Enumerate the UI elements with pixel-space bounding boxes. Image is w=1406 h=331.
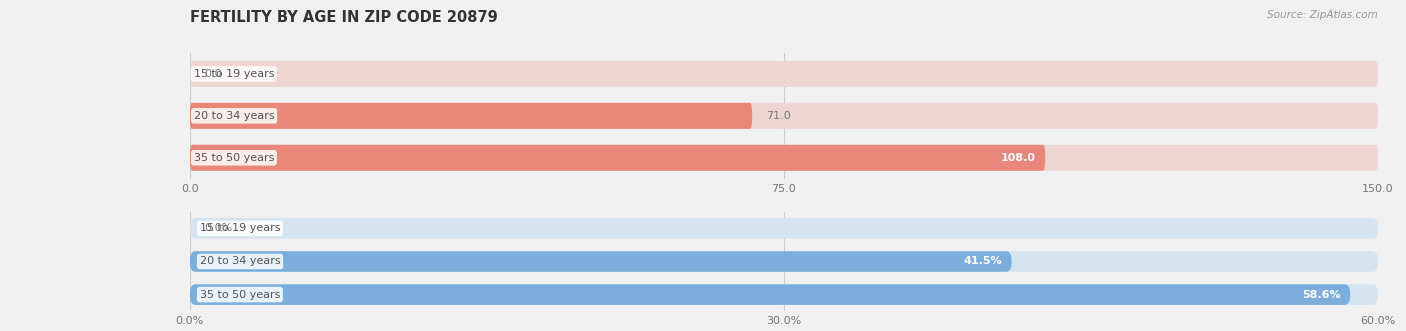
Text: 108.0: 108.0: [1001, 153, 1036, 163]
Text: 71.0: 71.0: [766, 111, 792, 121]
Text: Source: ZipAtlas.com: Source: ZipAtlas.com: [1267, 10, 1378, 20]
FancyBboxPatch shape: [190, 284, 1350, 305]
FancyBboxPatch shape: [190, 103, 752, 129]
Text: 20 to 34 years: 20 to 34 years: [200, 257, 280, 266]
Text: 20 to 34 years: 20 to 34 years: [194, 111, 274, 121]
Text: 15 to 19 years: 15 to 19 years: [200, 223, 280, 233]
Text: 35 to 50 years: 35 to 50 years: [200, 290, 280, 300]
FancyBboxPatch shape: [190, 218, 1378, 239]
Text: 35 to 50 years: 35 to 50 years: [194, 153, 274, 163]
FancyBboxPatch shape: [190, 103, 1378, 129]
FancyBboxPatch shape: [190, 251, 1011, 272]
Text: 58.6%: 58.6%: [1302, 290, 1341, 300]
Text: FERTILITY BY AGE IN ZIP CODE 20879: FERTILITY BY AGE IN ZIP CODE 20879: [190, 10, 498, 25]
FancyBboxPatch shape: [190, 284, 1378, 305]
FancyBboxPatch shape: [190, 145, 1045, 171]
Text: 41.5%: 41.5%: [963, 257, 1002, 266]
Text: 0.0%: 0.0%: [204, 223, 232, 233]
FancyBboxPatch shape: [190, 145, 1378, 171]
FancyBboxPatch shape: [190, 251, 1378, 272]
Text: 0.0: 0.0: [204, 69, 222, 79]
Text: 15 to 19 years: 15 to 19 years: [194, 69, 274, 79]
FancyBboxPatch shape: [190, 61, 1378, 87]
